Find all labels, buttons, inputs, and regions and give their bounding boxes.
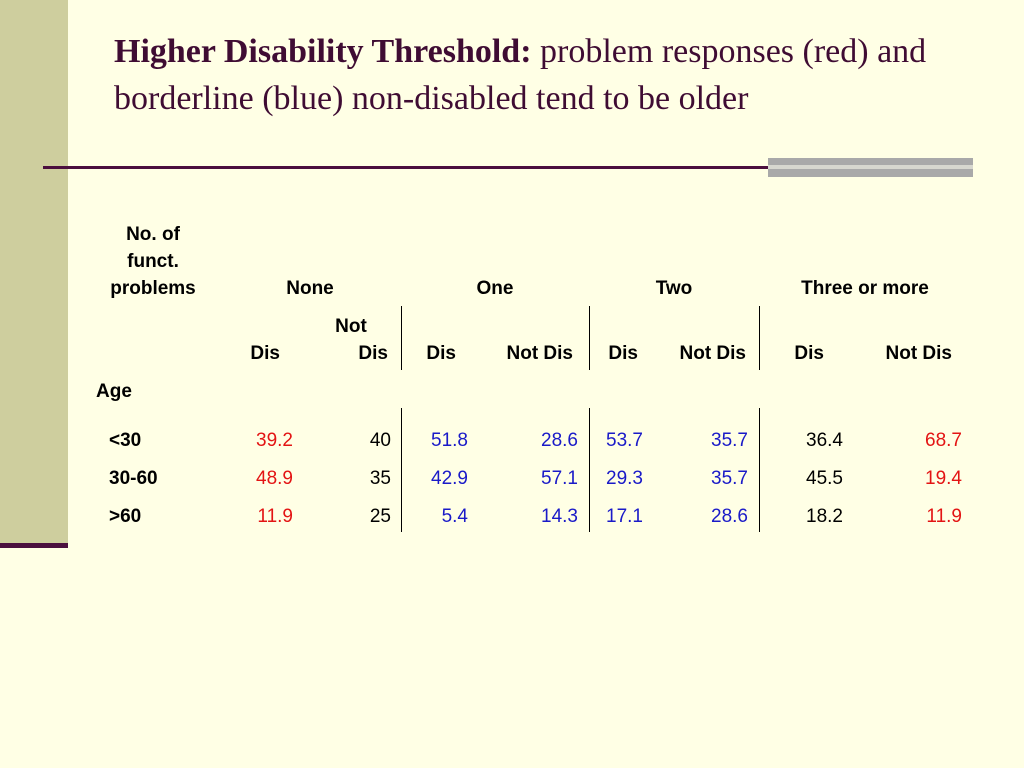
left-decorative-bar bbox=[0, 0, 68, 546]
table-cell: 36.4 bbox=[806, 430, 843, 451]
subheader-none-notdis-line1: Not bbox=[335, 316, 367, 337]
group-header-none: None bbox=[286, 278, 334, 299]
group-header-three-or-more: Three or more bbox=[801, 278, 929, 299]
table-cell: 57.1 bbox=[541, 468, 578, 489]
column-divider bbox=[401, 306, 402, 370]
left-bar-accent-line bbox=[0, 543, 68, 548]
title-regular-part: problem responses (red) and borderline (… bbox=[114, 33, 927, 117]
table-cell: 11.9 bbox=[257, 506, 293, 527]
table-cell: 45.5 bbox=[806, 468, 843, 489]
table-cell: 53.7 bbox=[606, 430, 643, 451]
table-cell: 40 bbox=[369, 430, 391, 451]
slide-title: Higher Disability Threshold: problem res… bbox=[114, 28, 964, 122]
corner-header-line3: problems bbox=[110, 278, 196, 299]
row-header-age: Age bbox=[96, 381, 132, 402]
table-cell: 48.9 bbox=[256, 468, 293, 489]
subheader-one-notdis: Not Dis bbox=[506, 343, 574, 364]
group-header-one: One bbox=[476, 278, 514, 299]
subheader-three-notdis: Not Dis bbox=[885, 343, 953, 364]
subheader-two-dis: Dis bbox=[608, 343, 638, 364]
corner-header-line1: No. of bbox=[126, 224, 180, 245]
title-underline bbox=[43, 166, 770, 169]
group-header-two: Two bbox=[655, 278, 693, 299]
table-cell: 29.3 bbox=[606, 468, 643, 489]
subheader-two-notdis: Not Dis bbox=[679, 343, 747, 364]
table-cell: 68.7 bbox=[925, 430, 962, 451]
table-cell: 28.6 bbox=[711, 506, 748, 527]
table-cell: 5.4 bbox=[441, 506, 468, 527]
table-cell: 35 bbox=[369, 468, 391, 489]
corner-header-line2: funct. bbox=[127, 251, 179, 272]
table-cell: 35.7 bbox=[711, 468, 748, 489]
table-cell: 18.2 bbox=[806, 506, 843, 527]
table-cell: 11.9 bbox=[926, 506, 962, 527]
table-cell: 28.6 bbox=[541, 430, 578, 451]
title-bold-part: Higher Disability Threshold: bbox=[114, 33, 532, 70]
table-cell: 25 bbox=[369, 506, 391, 527]
table-cell: 35.7 bbox=[711, 430, 748, 451]
table-cell: 42.9 bbox=[431, 468, 468, 489]
table-cell: 19.4 bbox=[925, 468, 962, 489]
row-label: <30 bbox=[109, 430, 142, 451]
subheader-none-notdis-line2: Dis bbox=[358, 343, 388, 364]
table-cell: 14.3 bbox=[541, 506, 578, 527]
column-divider bbox=[759, 408, 760, 532]
row-label: >60 bbox=[109, 506, 142, 527]
subheader-none-dis: Dis bbox=[250, 343, 280, 364]
table-cell: 39.2 bbox=[256, 430, 293, 451]
column-divider bbox=[401, 408, 402, 532]
subheader-three-dis: Dis bbox=[794, 343, 824, 364]
column-divider bbox=[759, 306, 760, 370]
column-divider bbox=[589, 408, 590, 532]
column-divider bbox=[589, 306, 590, 370]
title-bar-accent bbox=[768, 158, 973, 178]
table-cell: 51.8 bbox=[431, 430, 468, 451]
subheader-one-dis: Dis bbox=[426, 343, 456, 364]
table-cell: 17.1 bbox=[606, 506, 643, 527]
row-label: 30-60 bbox=[109, 468, 158, 489]
